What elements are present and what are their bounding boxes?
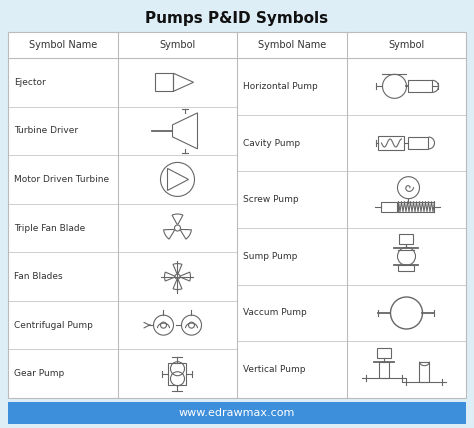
Text: Sump Pump: Sump Pump: [243, 252, 297, 261]
Text: Motor Driven Turbine: Motor Driven Turbine: [14, 175, 109, 184]
Text: Pumps P&ID Symbols: Pumps P&ID Symbols: [146, 11, 328, 26]
Text: Symbol: Symbol: [159, 40, 196, 50]
Bar: [419, 362, 429, 382]
Text: Vertical Pump: Vertical Pump: [243, 365, 306, 374]
FancyBboxPatch shape: [8, 32, 466, 398]
Text: Triple Fan Blade: Triple Fan Blade: [14, 223, 85, 232]
FancyBboxPatch shape: [8, 402, 466, 424]
Text: Symbol Name: Symbol Name: [29, 40, 97, 50]
Text: Ejector: Ejector: [14, 78, 46, 87]
Text: Symbol Name: Symbol Name: [258, 40, 326, 50]
Text: Screw Pump: Screw Pump: [243, 195, 299, 204]
Bar: [379, 136, 404, 150]
Bar: [380, 362, 390, 377]
Bar: [399, 265, 414, 271]
Text: Vaccum Pump: Vaccum Pump: [243, 309, 307, 318]
Bar: [155, 73, 173, 91]
Bar: [400, 235, 413, 244]
Bar: [377, 348, 392, 358]
Bar: [382, 202, 398, 212]
Bar: [168, 363, 186, 385]
Text: Centrifugal Pump: Centrifugal Pump: [14, 321, 93, 330]
Text: Horizontal Pump: Horizontal Pump: [243, 82, 318, 91]
Bar: [409, 137, 428, 149]
Text: Fan Blades: Fan Blades: [14, 272, 63, 281]
Text: www.edrawmax.com: www.edrawmax.com: [179, 408, 295, 418]
Text: Turbine Driver: Turbine Driver: [14, 126, 78, 135]
Text: Cavity Pump: Cavity Pump: [243, 139, 300, 148]
Text: Gear Pump: Gear Pump: [14, 369, 64, 378]
Bar: [409, 80, 432, 92]
Text: Symbol: Symbol: [388, 40, 425, 50]
